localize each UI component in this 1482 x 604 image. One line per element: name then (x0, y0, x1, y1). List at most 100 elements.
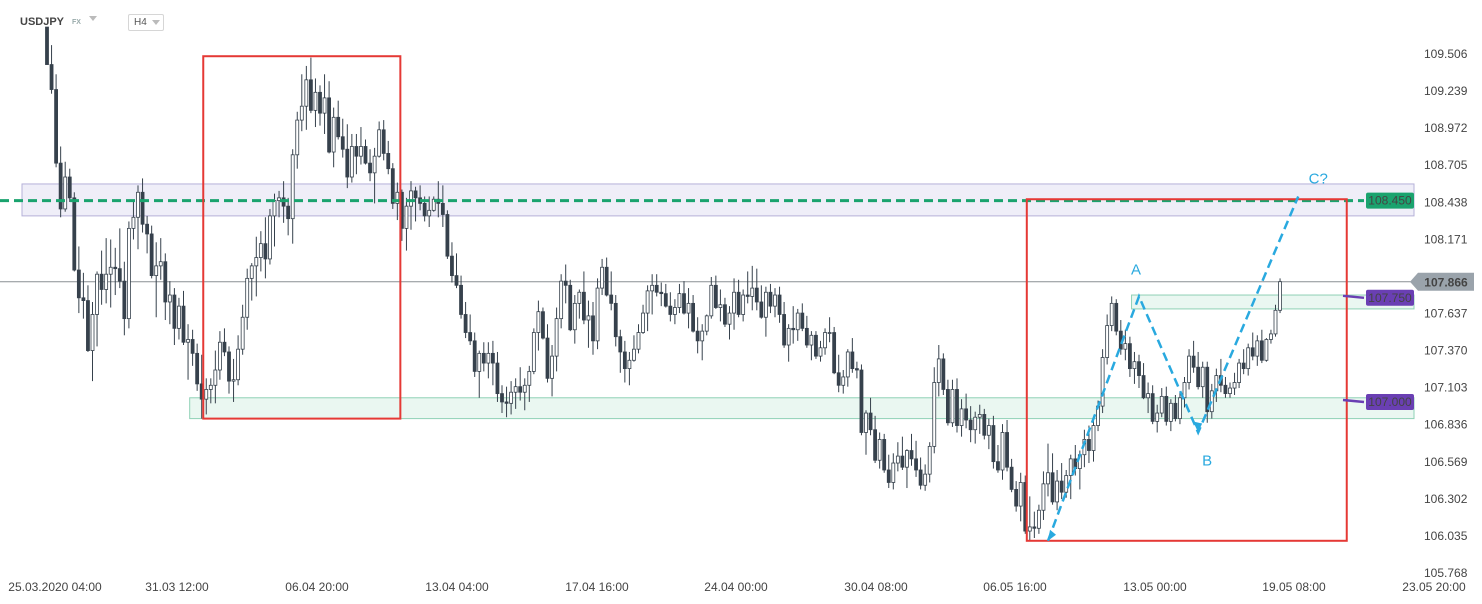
candle (140, 191, 145, 225)
chart-toolbar: USDJPY FX H4 (0, 0, 1400, 40)
candle (295, 119, 300, 156)
candle (158, 261, 163, 267)
candle (1132, 361, 1137, 370)
candle (959, 408, 964, 426)
candle (864, 412, 868, 433)
candle (800, 312, 805, 329)
candle (750, 287, 755, 297)
candle (586, 315, 591, 321)
candle (72, 197, 77, 271)
candle (122, 280, 127, 320)
candle (1000, 432, 1005, 471)
candle (217, 341, 222, 371)
timeframe-select[interactable]: H4 (128, 14, 164, 31)
candle (541, 311, 545, 339)
y-axis-tick-label: 105.768 (1424, 566, 1468, 580)
candle (914, 458, 918, 471)
candle (1141, 375, 1146, 399)
candle (131, 216, 136, 229)
candle (381, 129, 386, 154)
candle (268, 215, 272, 260)
candle (591, 315, 595, 342)
candle (472, 340, 477, 372)
candle (331, 116, 336, 153)
candle (673, 307, 677, 315)
symbol-label[interactable]: USDJPY (20, 16, 65, 28)
y-axis-tick-label: 109.239 (1424, 84, 1468, 98)
zone-green (189, 397, 1415, 420)
candle (632, 348, 636, 361)
candle (1014, 489, 1019, 507)
candle (1250, 347, 1255, 357)
candle (1273, 309, 1278, 335)
candle (354, 146, 359, 157)
candle (868, 412, 873, 431)
candle (509, 391, 514, 404)
candle (996, 461, 1000, 471)
candle (682, 293, 686, 314)
candle (1037, 509, 1041, 529)
wave-label-b: B (1202, 452, 1212, 469)
y-axis-tick-label: 107.637 (1424, 307, 1468, 321)
candle (1009, 466, 1014, 490)
candle (454, 275, 459, 286)
candle (1114, 302, 1119, 332)
candle (982, 414, 987, 436)
candle (127, 227, 131, 320)
candle (1246, 347, 1251, 370)
candle (95, 273, 99, 315)
x-axis-tick-label: 23.05 20:00 (1402, 580, 1466, 594)
candle (723, 304, 727, 325)
current-price-tag: 107.866 (1424, 276, 1468, 290)
candle (186, 339, 190, 343)
candle (313, 91, 318, 111)
candle (136, 191, 140, 218)
candle (1196, 366, 1201, 388)
candle (877, 439, 882, 461)
candle (204, 389, 209, 400)
x-axis-tick-label: 25.03.2020 04:00 (8, 580, 102, 594)
candle (386, 153, 391, 170)
candle (522, 384, 527, 393)
candle (563, 280, 568, 286)
candle (54, 89, 58, 164)
candle (613, 302, 618, 338)
candle (427, 209, 432, 217)
candle (782, 314, 786, 346)
candle (190, 339, 195, 354)
candle (513, 386, 518, 393)
candle (909, 450, 914, 460)
candle (545, 337, 550, 379)
candle (636, 332, 641, 350)
candle (1232, 382, 1237, 389)
candle (936, 358, 941, 383)
candle (258, 243, 263, 258)
candle (213, 369, 218, 386)
candle (1150, 393, 1155, 422)
candle (745, 294, 750, 297)
candle (195, 352, 200, 385)
candle (290, 154, 295, 220)
candle (1264, 339, 1269, 361)
candle (500, 393, 504, 403)
candle (1155, 412, 1160, 422)
candle (827, 332, 832, 334)
level-pointer-line (1342, 294, 1365, 300)
candle (154, 265, 159, 276)
candle (299, 105, 304, 121)
candle (1055, 480, 1059, 503)
candle (895, 455, 900, 464)
candle (809, 334, 814, 346)
candle (477, 352, 482, 372)
candle (1237, 362, 1241, 383)
y-axis-tick-label: 108.438 (1424, 195, 1468, 209)
candle (1187, 355, 1191, 383)
candle (167, 294, 172, 303)
symbol-dropdown-chevron-icon[interactable] (89, 16, 97, 21)
candle (1164, 395, 1169, 422)
current-price-tag-bg (1410, 272, 1474, 291)
candle (759, 301, 764, 318)
wave-label-c: C? (1309, 170, 1328, 187)
candle (1182, 382, 1187, 399)
